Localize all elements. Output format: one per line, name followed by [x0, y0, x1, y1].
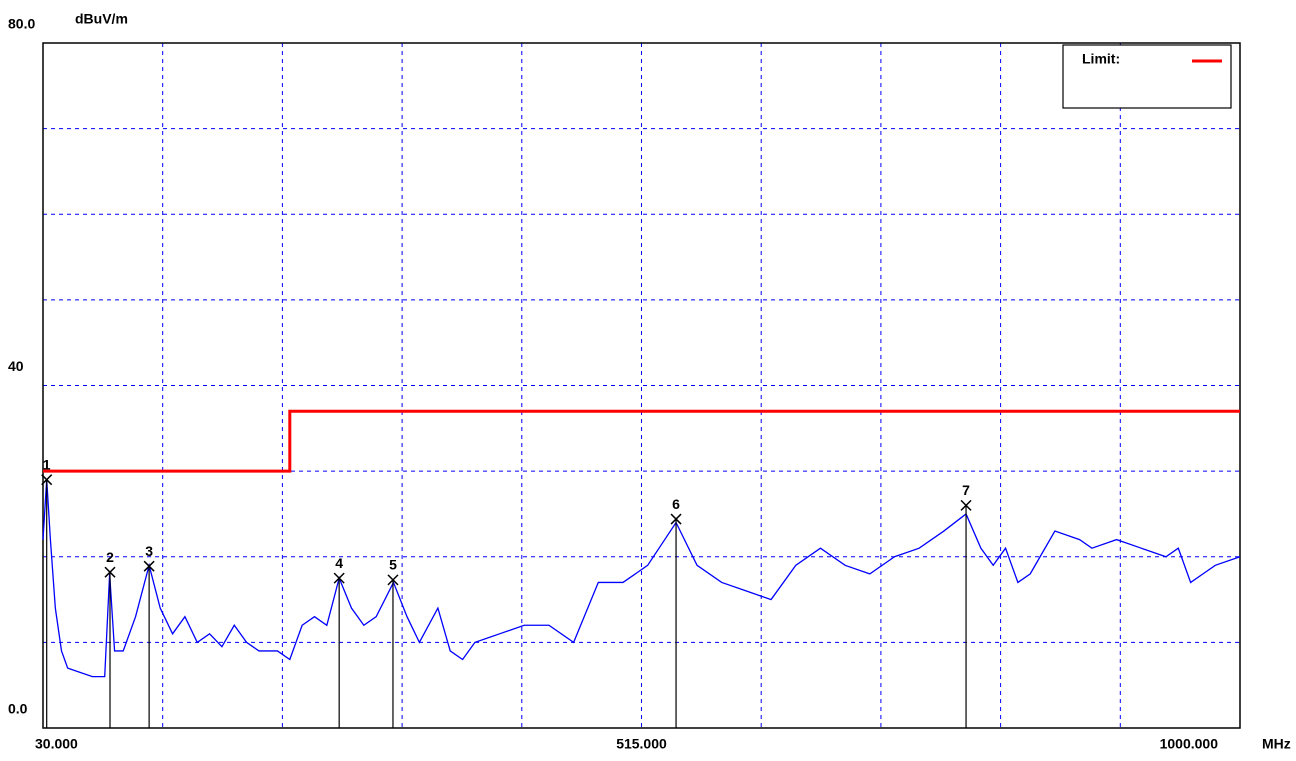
legend-label: Limit:	[1082, 51, 1120, 67]
y-unit: dBuV/m	[75, 11, 128, 27]
y-tick-label: 0.0	[8, 701, 28, 717]
marker-label: 1	[43, 456, 51, 472]
marker-cross	[670, 513, 682, 525]
marker-cross	[41, 474, 53, 486]
marker-cross	[387, 574, 399, 586]
marker-label: 6	[672, 496, 680, 512]
x-unit: MHz	[1262, 736, 1291, 752]
marker-cross	[104, 566, 116, 578]
trace-line	[42, 479, 1241, 678]
marker-cross	[143, 560, 155, 572]
x-tick-label: 1000.000	[1160, 736, 1219, 752]
plot-frame	[42, 42, 1241, 729]
y-tick-label: 40	[8, 358, 24, 374]
x-tick-label: 515.000	[616, 736, 667, 752]
marker-label: 3	[145, 543, 153, 559]
marker-cross	[960, 499, 972, 511]
marker-label: 5	[389, 557, 397, 573]
y-tick-label: 80.0	[8, 16, 35, 32]
marker-label: 4	[335, 555, 343, 571]
legend-box	[1062, 44, 1232, 109]
limit-line	[43, 409, 1240, 473]
marker-cross	[333, 572, 345, 584]
x-tick-label: 30.000	[35, 736, 78, 752]
marker-label: 2	[106, 549, 114, 565]
marker-label: 7	[962, 482, 970, 498]
